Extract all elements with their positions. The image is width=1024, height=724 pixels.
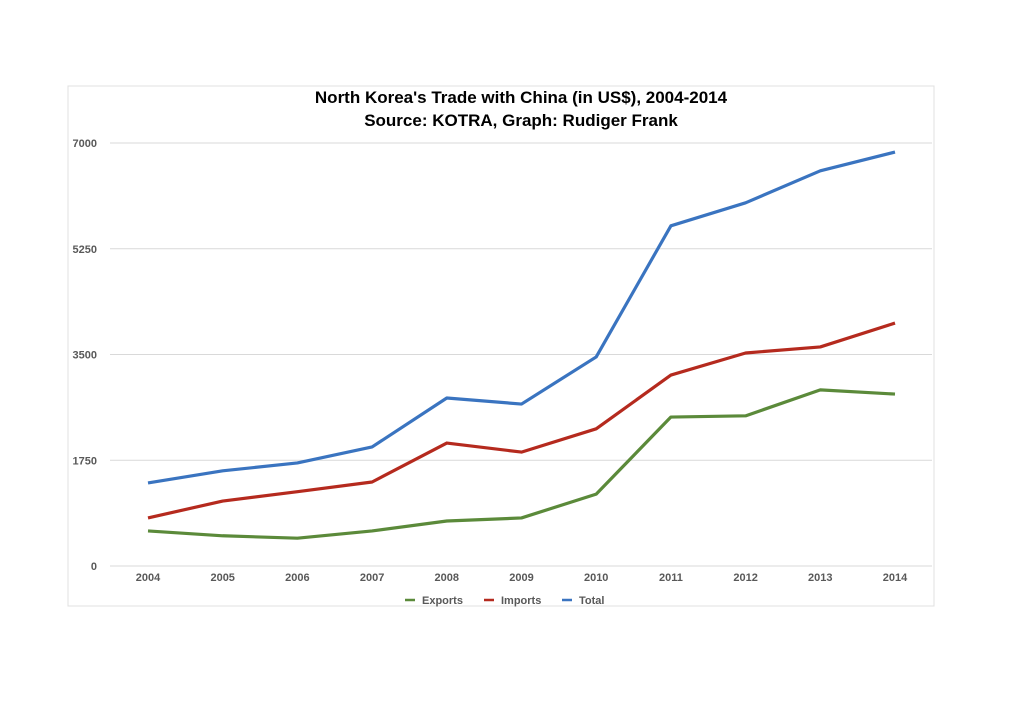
x-tick-label: 2009 xyxy=(509,572,533,584)
legend-label: Total xyxy=(579,595,604,607)
x-tick-label: 2005 xyxy=(210,572,234,584)
chart-frame xyxy=(67,85,935,607)
chart-title: North Korea's Trade with China (in US$),… xyxy=(315,88,728,107)
y-tick-label: 7000 xyxy=(73,138,97,150)
y-tick-label: 1750 xyxy=(73,455,97,467)
legend-label: Exports xyxy=(422,595,463,607)
y-tick-label: 3500 xyxy=(73,350,97,362)
x-tick-label: 2013 xyxy=(808,572,832,584)
y-tick-label: 0 xyxy=(91,561,97,573)
x-tick-label: 2008 xyxy=(435,572,459,584)
x-tick-label: 2006 xyxy=(285,572,309,584)
x-tick-label: 2011 xyxy=(659,572,683,584)
x-tick-label: 2014 xyxy=(883,572,908,584)
x-tick-label: 2010 xyxy=(584,572,608,584)
chart-subtitle: Source: KOTRA, Graph: Rudiger Frank xyxy=(364,111,678,130)
y-tick-label: 5250 xyxy=(73,244,97,256)
legend-label: Imports xyxy=(501,595,541,607)
x-tick-label: 2012 xyxy=(733,572,757,584)
x-tick-label: 2007 xyxy=(360,572,384,584)
x-tick-label: 2004 xyxy=(136,572,161,584)
